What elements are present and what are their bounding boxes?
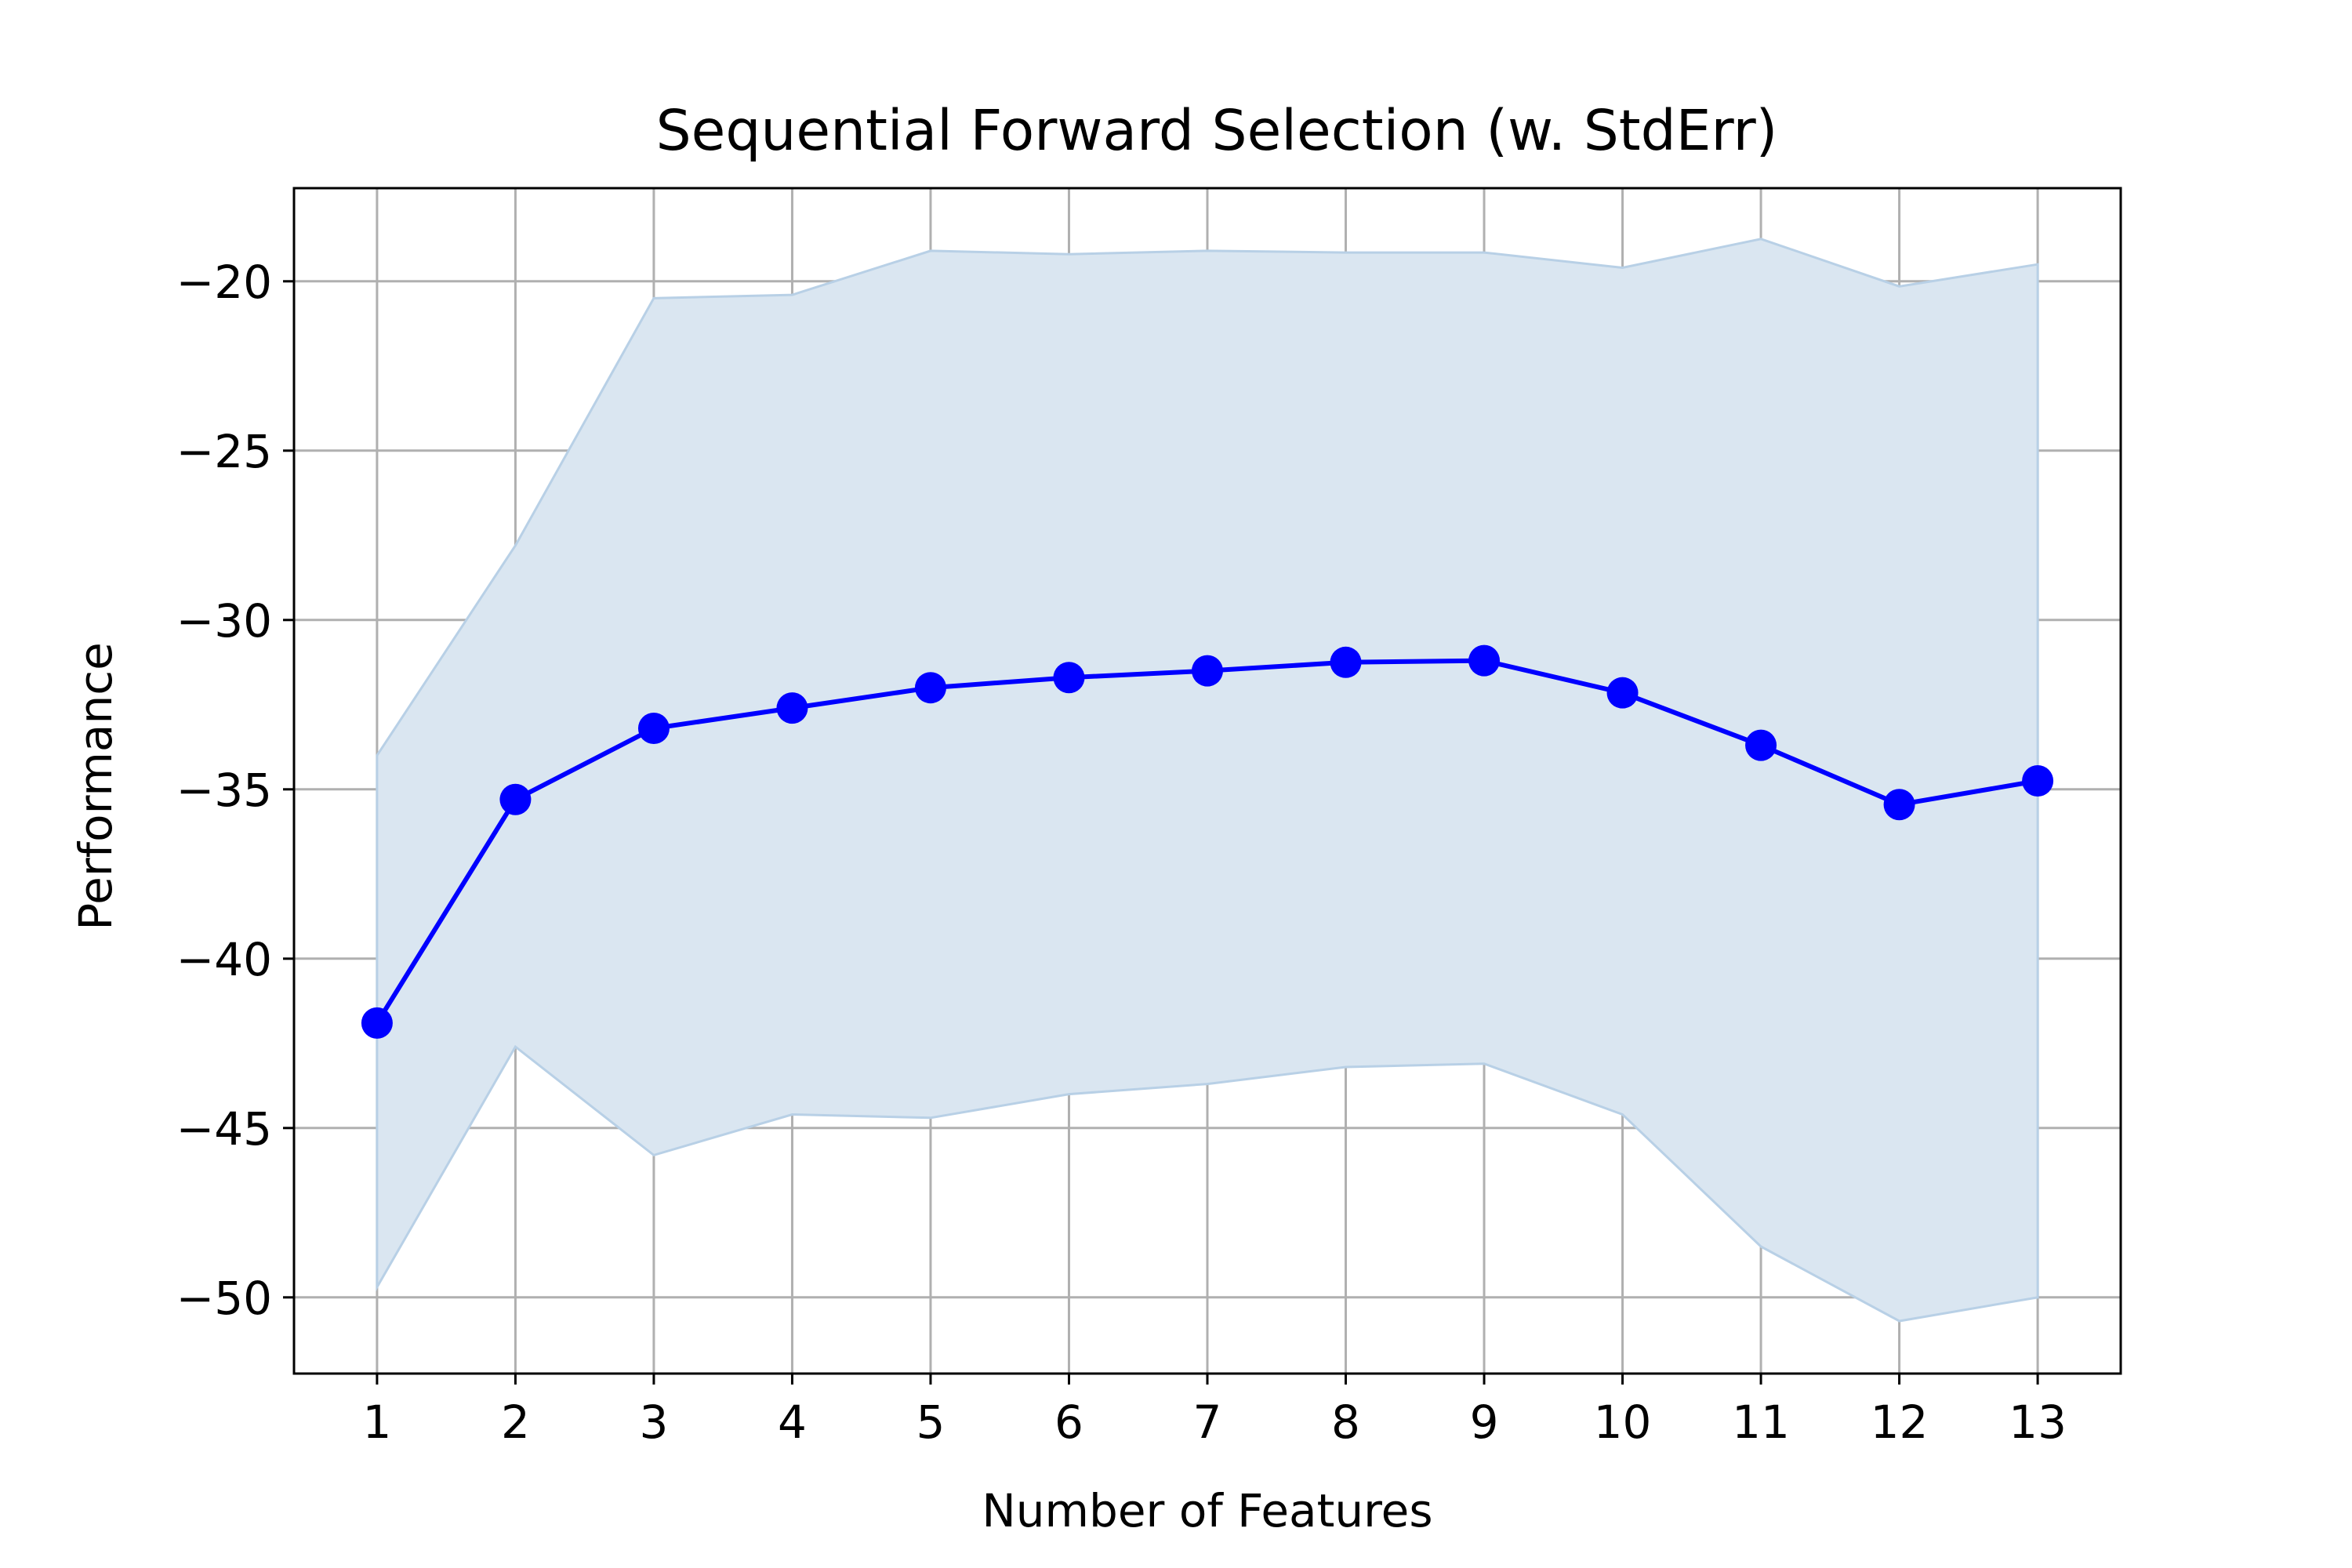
data-point [1053, 662, 1085, 694]
data-point [1745, 729, 1777, 761]
y-tick-label: −45 [176, 1102, 272, 1156]
data-points [361, 644, 2054, 1039]
x-tick-label: 7 [1193, 1396, 1222, 1449]
stderr-band [376, 238, 2039, 1323]
y-tick-label: −30 [176, 594, 272, 648]
data-point [1468, 644, 1501, 677]
data-point [499, 783, 532, 815]
data-point [1192, 655, 1223, 687]
x-tick-label: 8 [1331, 1396, 1360, 1449]
x-tick-label: 12 [1871, 1396, 1929, 1449]
data-point [1606, 677, 1639, 709]
x-tick-label: 13 [2009, 1396, 2067, 1449]
x-tick-label: 11 [1732, 1396, 1790, 1449]
stderr-band-area [376, 238, 2039, 1323]
chart-title: Sequential Forward Selection (w. StdErr) [656, 98, 1778, 163]
x-tick-label: 6 [1054, 1396, 1083, 1449]
x-tick-label: 2 [501, 1396, 530, 1449]
y-tick-label: −50 [176, 1272, 272, 1325]
data-point [2022, 765, 2054, 797]
data-point [914, 672, 946, 704]
data-point [361, 1007, 393, 1039]
x-tick-label: 5 [916, 1396, 946, 1449]
data-point [1883, 789, 1915, 821]
x-axis-ticks: 1 2 3 4 5 6 7 8 9 10 11 12 13 [362, 1374, 2067, 1449]
data-point [1330, 646, 1362, 678]
y-tick-label: −35 [176, 764, 272, 817]
x-tick-label: 4 [778, 1396, 807, 1449]
y-tick-label: −25 [176, 425, 272, 478]
y-tick-label: −40 [176, 933, 272, 986]
y-tick-label: −20 [176, 256, 272, 309]
y-axis-label: Performance [69, 642, 122, 931]
y-axis-ticks: −20 −25 −30 −35 −40 −45 −50 [176, 256, 294, 1325]
x-tick-label: 3 [639, 1396, 668, 1449]
x-tick-label: 10 [1594, 1396, 1652, 1449]
data-point [776, 692, 808, 724]
x-tick-label: 9 [1470, 1396, 1499, 1449]
x-axis-label: Number of Features [982, 1484, 1432, 1537]
data-point [637, 713, 670, 745]
x-tick-label: 1 [362, 1396, 391, 1449]
